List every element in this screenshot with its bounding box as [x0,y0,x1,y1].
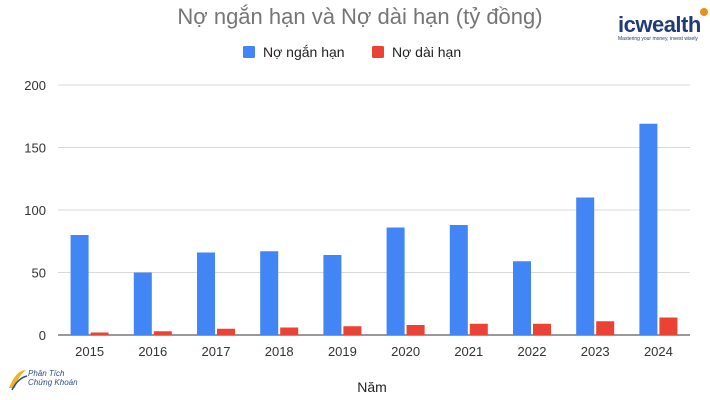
bar-short-term-2015 [70,235,89,335]
y-tick-label: 50 [32,266,46,281]
bar-short-term-2020 [386,227,405,335]
bar-long-term-2019 [343,326,362,335]
bar-short-term-2016 [133,272,152,335]
bar-long-term-2020 [406,325,425,335]
x-axis-title: Năm [357,379,387,395]
x-tick-label: 2015 [75,344,104,359]
y-axis-ticks: 0 50 100 150 200 [24,78,46,343]
brand-tagline: Mastering your money, invest wisely [618,36,698,42]
bar-long-term-2015 [90,332,109,335]
bar-short-term-2021 [449,225,468,335]
bar-short-term-2024 [639,123,658,335]
x-tick-label: 2020 [391,344,420,359]
legend: Nợ ngắn hạn Nợ dài hạn [243,44,461,60]
bars [70,123,678,335]
chart-title: Nợ ngắn hạn và Nợ dài hạn (tỷ đồng) [177,4,542,29]
legend-swatch [243,46,255,58]
x-tick-label: 2019 [328,344,357,359]
bar-short-term-2017 [197,252,215,335]
y-tick-label: 150 [24,141,46,156]
x-tick-label: 2016 [138,344,167,359]
watermark-logo: Phân Tích Chứng Khoán [6,364,116,394]
x-tick-label: 2018 [265,344,294,359]
x-tick-label: 2021 [454,344,483,359]
legend-label: Nợ dài hạn [392,44,461,60]
bar-short-term-2022 [513,261,531,335]
y-tick-label: 0 [39,328,46,343]
bar-short-term-2018 [260,251,279,335]
x-tick-label: 2023 [581,344,610,359]
bar-long-term-2022 [533,323,551,335]
bar-long-term-2017 [217,328,235,335]
bar-long-term-2023 [596,321,615,335]
x-tick-label: 2017 [202,344,231,359]
bar-long-term-2024 [659,317,678,335]
x-tick-label: 2022 [518,344,547,359]
y-tick-label: 100 [24,203,46,218]
brand-logo-icon [700,8,708,16]
legend-label: Nợ ngắn hạn [263,44,345,60]
bar-long-term-2016 [153,331,172,335]
x-tick-label: 2024 [644,344,673,359]
x-axis-ticks: 2015 2016 2017 2018 2019 2020 2021 2022 2023 2024 [75,344,673,359]
brand-logo: icwealth Mastering your money, invest wi… [618,8,708,43]
bar-short-term-2023 [576,197,595,335]
brand-name: icwealth [618,12,701,37]
gridlines [58,84,690,336]
bar-short-term-2019 [323,255,342,335]
bar-long-term-2021 [469,323,488,335]
bar-long-term-2018 [280,327,299,335]
watermark-icon [9,370,28,391]
watermark-line1: Phân Tích [28,369,65,378]
y-tick-label: 200 [24,78,46,93]
legend-swatch [372,46,384,58]
watermark-line2: Chứng Khoán [28,378,78,387]
